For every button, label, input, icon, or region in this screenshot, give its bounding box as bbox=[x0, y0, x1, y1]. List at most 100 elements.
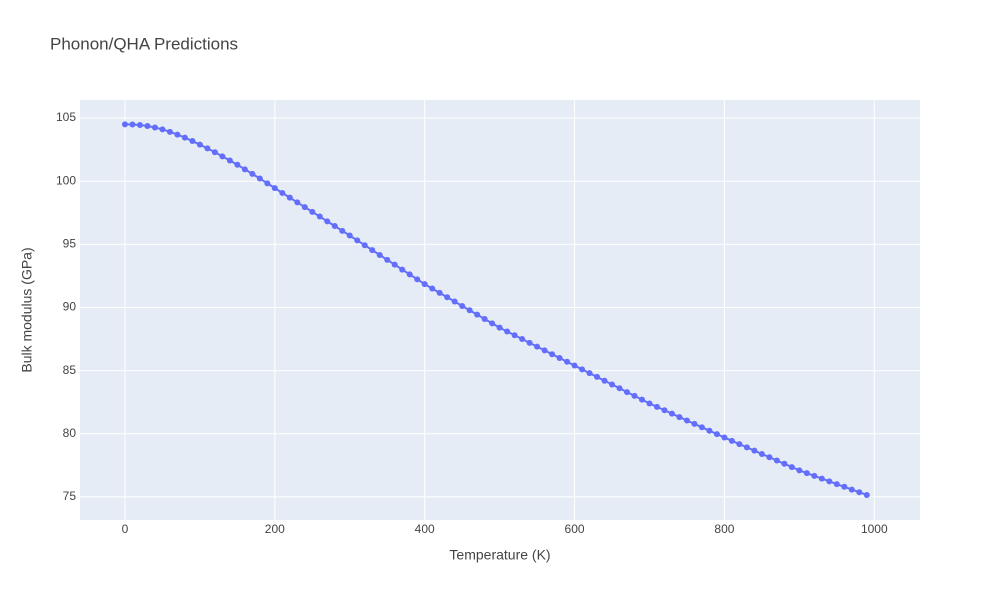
x-tick-label: 600 bbox=[565, 522, 585, 536]
marker bbox=[541, 347, 548, 354]
marker bbox=[721, 434, 728, 441]
marker bbox=[474, 311, 481, 318]
marker bbox=[796, 467, 803, 474]
marker bbox=[811, 472, 818, 479]
y-tick-label: 105 bbox=[56, 110, 76, 124]
chart-title: Phonon/QHA Predictions bbox=[50, 34, 238, 53]
marker bbox=[698, 424, 705, 431]
marker bbox=[549, 351, 556, 358]
marker bbox=[466, 307, 473, 314]
marker bbox=[436, 289, 443, 296]
marker bbox=[136, 122, 143, 129]
marker bbox=[826, 478, 833, 485]
marker bbox=[286, 194, 293, 201]
x-tick-label: 800 bbox=[714, 522, 734, 536]
marker bbox=[181, 134, 188, 141]
marker bbox=[616, 385, 623, 392]
marker bbox=[601, 377, 608, 384]
marker bbox=[316, 213, 323, 220]
marker bbox=[496, 324, 503, 331]
marker bbox=[856, 489, 863, 496]
line bbox=[124, 123, 868, 496]
plot-area bbox=[80, 100, 920, 520]
marker bbox=[204, 145, 211, 152]
marker bbox=[129, 121, 136, 128]
marker bbox=[376, 251, 383, 258]
marker bbox=[391, 261, 398, 268]
marker bbox=[384, 256, 391, 263]
marker bbox=[676, 414, 683, 421]
marker bbox=[444, 294, 451, 301]
marker bbox=[279, 189, 286, 196]
marker bbox=[758, 450, 765, 457]
marker bbox=[728, 437, 735, 444]
marker bbox=[264, 180, 271, 187]
marker bbox=[451, 298, 458, 305]
marker bbox=[691, 420, 698, 427]
marker bbox=[564, 358, 571, 365]
marker bbox=[249, 170, 256, 177]
marker bbox=[331, 223, 338, 230]
marker bbox=[736, 441, 743, 448]
marker bbox=[803, 470, 810, 477]
marker bbox=[504, 328, 511, 335]
marker bbox=[526, 339, 533, 346]
marker bbox=[226, 157, 233, 164]
marker bbox=[788, 464, 795, 471]
marker bbox=[848, 486, 855, 493]
marker bbox=[751, 447, 758, 454]
marker bbox=[429, 285, 436, 292]
marker bbox=[586, 370, 593, 377]
marker bbox=[459, 302, 466, 309]
marker bbox=[346, 232, 353, 239]
marker bbox=[234, 161, 241, 168]
marker bbox=[361, 242, 368, 249]
y-tick-label: 75 bbox=[63, 489, 77, 503]
marker bbox=[683, 417, 690, 424]
marker bbox=[631, 392, 638, 399]
x-tick-label: 200 bbox=[265, 522, 285, 536]
marker bbox=[399, 266, 406, 273]
y-tick-label: 85 bbox=[63, 363, 77, 377]
marker bbox=[196, 141, 203, 148]
marker bbox=[638, 396, 645, 403]
marker bbox=[294, 199, 301, 206]
marker bbox=[661, 407, 668, 414]
marker bbox=[706, 427, 713, 434]
marker bbox=[324, 218, 331, 225]
y-tick-label: 100 bbox=[56, 173, 76, 187]
marker bbox=[781, 460, 788, 467]
marker bbox=[174, 131, 181, 138]
marker bbox=[818, 475, 825, 482]
marker bbox=[189, 138, 196, 145]
marker bbox=[144, 123, 151, 130]
marker bbox=[256, 175, 263, 182]
marker bbox=[271, 185, 278, 192]
marker bbox=[511, 332, 518, 339]
x-tick-label: 1000 bbox=[861, 522, 888, 536]
x-tick-label: 0 bbox=[122, 522, 129, 536]
marker bbox=[863, 491, 870, 498]
marker bbox=[241, 166, 248, 173]
marker bbox=[406, 271, 413, 278]
marker bbox=[151, 124, 158, 131]
marker bbox=[489, 320, 496, 327]
marker bbox=[653, 403, 660, 410]
marker bbox=[743, 444, 750, 451]
marker bbox=[841, 483, 848, 490]
grid bbox=[80, 100, 920, 520]
marker bbox=[421, 281, 428, 288]
marker bbox=[354, 237, 361, 244]
marker bbox=[339, 227, 346, 234]
marker bbox=[159, 126, 166, 133]
marker bbox=[579, 366, 586, 373]
marker bbox=[481, 315, 488, 322]
marker bbox=[766, 454, 773, 461]
marker bbox=[556, 354, 563, 361]
marker bbox=[713, 431, 720, 438]
x-axis-title: Temperature (K) bbox=[449, 547, 550, 563]
marker bbox=[668, 410, 675, 417]
marker bbox=[534, 343, 541, 350]
marker bbox=[624, 389, 631, 396]
